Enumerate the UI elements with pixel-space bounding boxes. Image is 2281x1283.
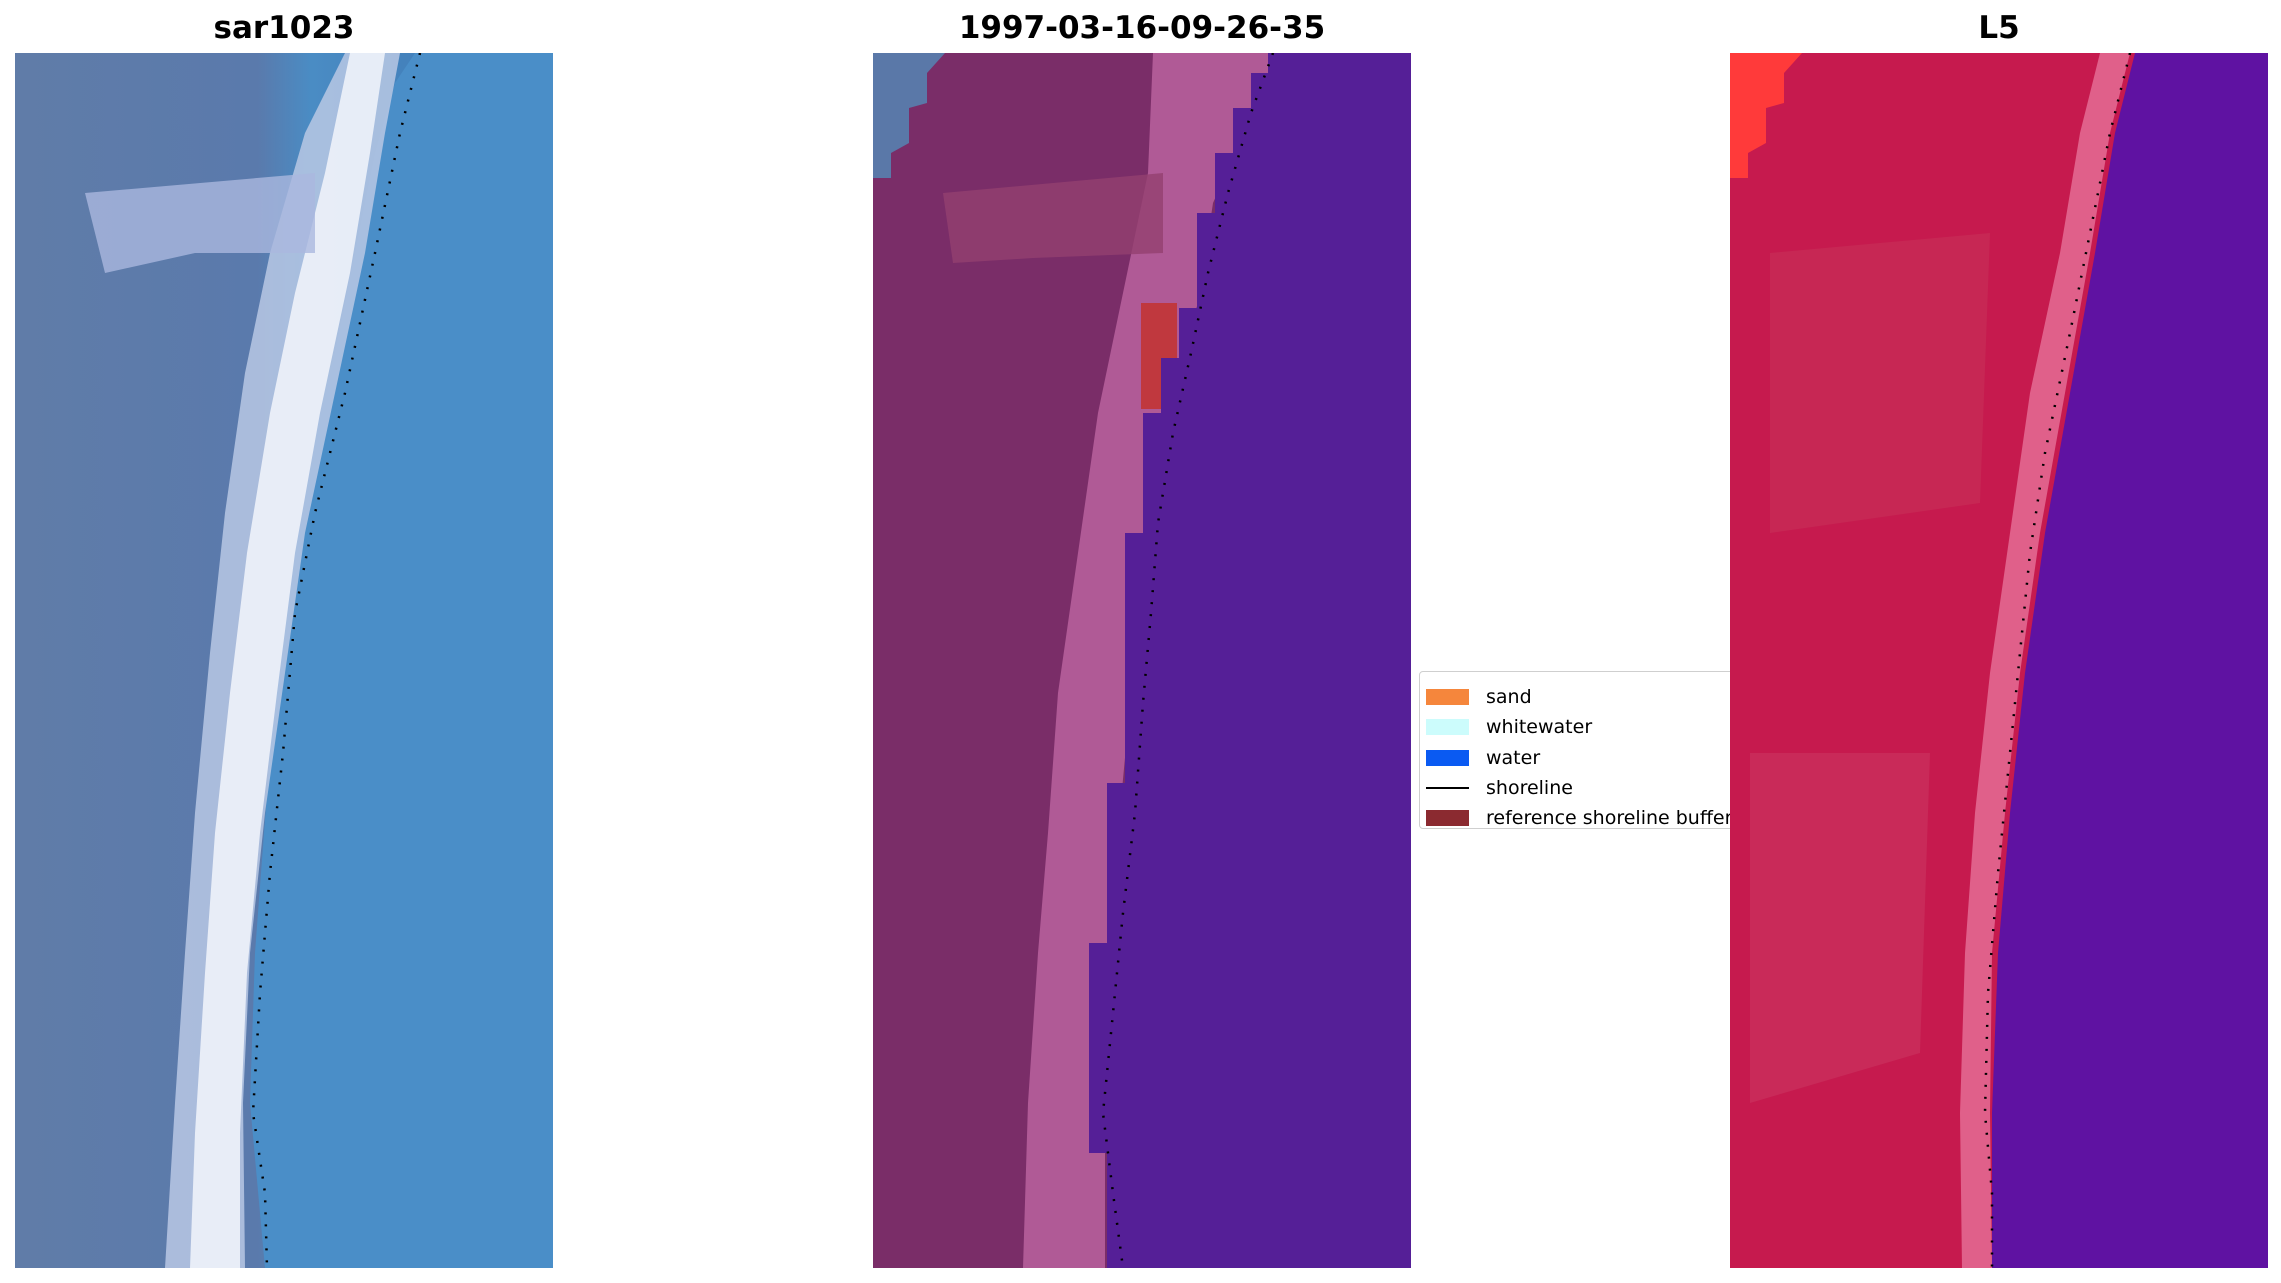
panel-title-date: 1997-03-16-09-26-35 [958,10,1326,46]
panel-title-sar: sar1023 [213,10,355,46]
legend-label-reference-buffer: reference shoreline buffer [1486,807,1733,829]
legend: sand whitewater water shoreline referenc… [1419,671,1739,829]
legend-label-whitewater: whitewater [1486,716,1593,738]
legend-label-sand: sand [1486,686,1532,708]
legend-item-whitewater: whitewater [1426,713,1592,741]
classification-panel [873,53,1411,1268]
water-swatch [1426,750,1469,766]
legend-item-reference-buffer: reference shoreline buffer [1426,804,1732,832]
legend-item-shoreline: shoreline [1426,774,1573,802]
legend-item-sand: sand [1426,683,1532,711]
legend-label-shoreline: shoreline [1486,777,1573,799]
sar-image-panel [15,53,553,1268]
sand-swatch [1426,689,1469,705]
l5-image-panel [1730,53,2268,1268]
panel-title-l5: L5 [1978,10,2020,46]
legend-label-water: water [1486,747,1541,769]
whitewater-swatch [1426,719,1469,735]
reference-buffer-swatch [1426,810,1469,826]
legend-item-water: water [1426,744,1540,772]
shoreline-swatch [1426,787,1469,789]
